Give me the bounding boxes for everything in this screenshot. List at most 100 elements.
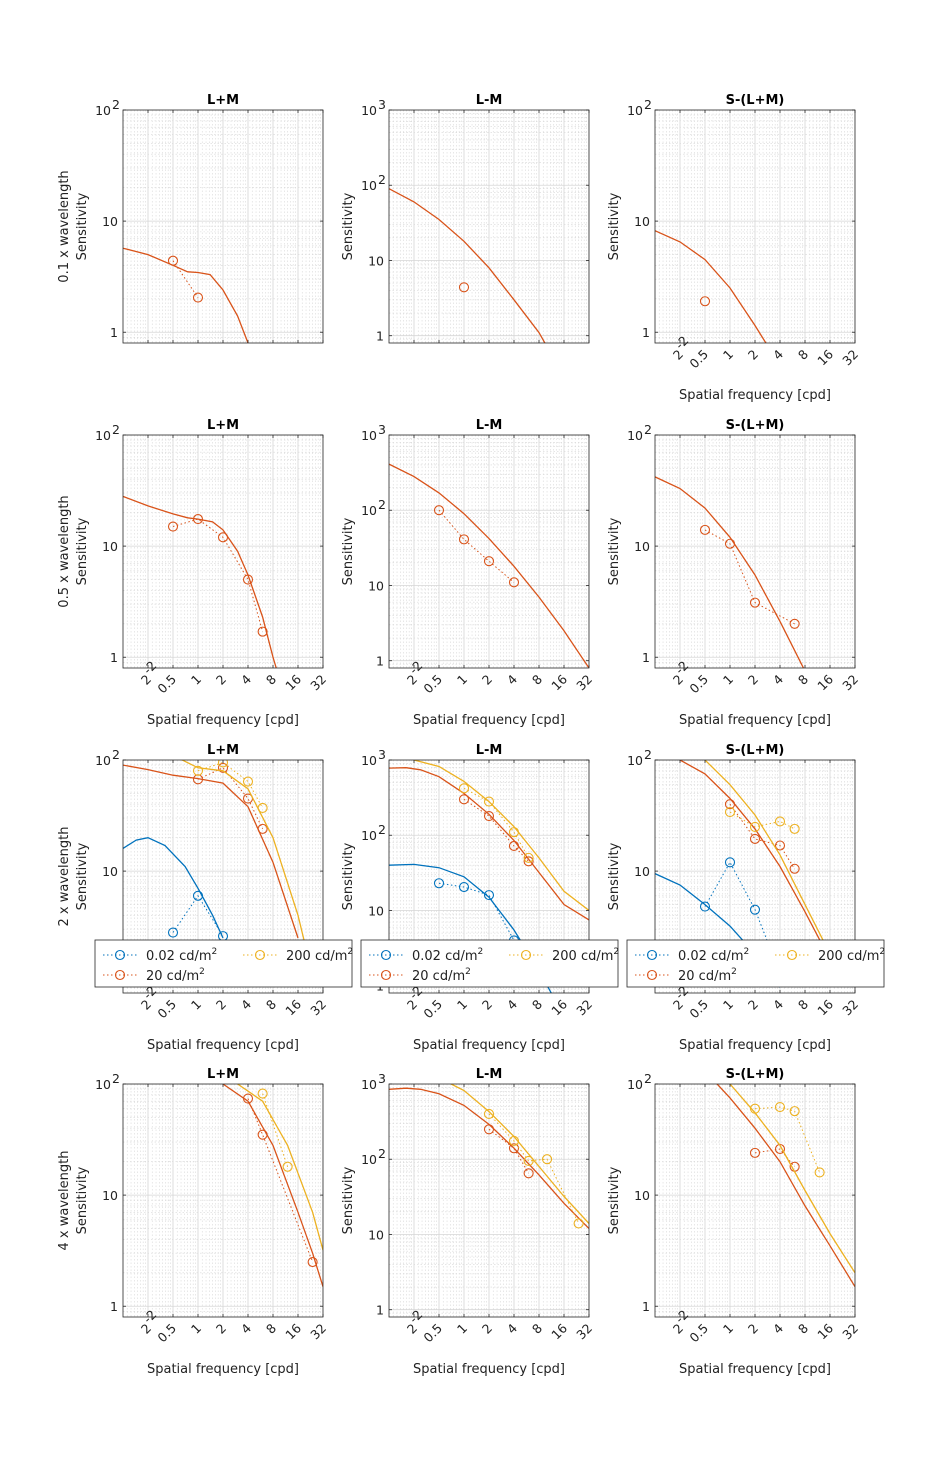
x-tick-label: 4 xyxy=(238,671,254,687)
legend-label-exp: 2 xyxy=(879,947,885,957)
data-point-c20 xyxy=(508,1143,520,1154)
x-tick-label-group: 32 xyxy=(307,672,329,694)
data-point-c200 xyxy=(749,1103,761,1114)
data-point-c200 xyxy=(508,827,520,838)
x-tick-label: 32 xyxy=(573,672,595,694)
data-point-c20 xyxy=(699,524,711,535)
x-tick-label-group: 4 xyxy=(504,996,520,1012)
data-point-c20 xyxy=(458,282,470,293)
y-tick-label: 10 xyxy=(102,1188,118,1203)
y-tick-label: 10 xyxy=(361,753,377,768)
y-axis-label-group: Sensitivity xyxy=(341,1166,356,1234)
panel-title: S-(L+M) xyxy=(726,418,785,433)
legend-marker xyxy=(786,949,798,961)
data-point-c002 xyxy=(167,927,179,938)
x-tick-label-group: 0.5 xyxy=(686,997,711,1022)
y-tick-label: 10 xyxy=(627,103,643,118)
x-tick-label: 1 xyxy=(454,672,470,688)
data-point-c002 xyxy=(483,890,495,901)
legend-entry: 0.02 cd/m2 xyxy=(369,947,483,964)
x-tick-label-group: 32 xyxy=(839,1321,861,1343)
x-tick-label: 8 xyxy=(263,1320,279,1336)
row-label: 2 x wavelength xyxy=(57,827,72,927)
legend-label-text: 200 cd/m xyxy=(286,949,347,964)
y-axis-label: Sensitivity xyxy=(341,192,356,260)
data-point-c20 xyxy=(789,863,800,874)
y-tick-label: 10 xyxy=(361,828,377,843)
y-axis-label: Sensitivity xyxy=(75,842,90,910)
x-tick-label: 1 xyxy=(454,1321,470,1337)
data-point-c002 xyxy=(433,878,445,889)
legend-entry: 200 cd/m2 xyxy=(775,947,885,964)
y-tick-label: 10 xyxy=(627,1077,643,1092)
data-point-c20 xyxy=(483,1124,495,1135)
data-point-c200 xyxy=(257,802,268,814)
y-tick-label: 1 xyxy=(110,325,118,340)
x-tick-label: 1 xyxy=(188,1321,204,1337)
y-axis-label: Sensitivity xyxy=(75,517,90,585)
legend-box xyxy=(360,939,619,988)
y-tick-label: 10 xyxy=(361,103,377,118)
y-tick-label: 10 xyxy=(368,253,384,268)
x-tick-label: 8 xyxy=(795,671,811,687)
x-tick-label: 8 xyxy=(263,996,279,1012)
data-point-c20 xyxy=(257,1129,268,1140)
x-tick-label-group: 8 xyxy=(263,1320,279,1336)
grid xyxy=(389,435,589,668)
x-tick-label: 2 xyxy=(479,1321,495,1337)
x-tick-label-group: 4 xyxy=(504,671,520,687)
x-tick-label-group: 8 xyxy=(795,1320,811,1336)
data-line-c20 xyxy=(172,518,264,632)
x-tick-label: 32 xyxy=(839,347,861,369)
legend-entry: 0.02 cd/m2 xyxy=(103,947,217,964)
panel-2-1: L-M110102103Sensitivity2-20.512481632Spa… xyxy=(341,743,619,1053)
y-tick-label: 10 xyxy=(361,503,377,518)
legend-marker xyxy=(520,949,532,961)
x-tick-label-group: 8 xyxy=(795,346,811,362)
x-axis-label: Spatial frequency [cpd] xyxy=(413,713,565,728)
data-point-c20 xyxy=(789,618,800,629)
y-axis-label-group: Sensitivity xyxy=(607,842,622,910)
x-tick-label-group: 1 xyxy=(188,672,204,688)
x-tick-label: 0.5 xyxy=(420,672,445,697)
x-tick-label: 4 xyxy=(770,671,786,687)
data-point-c20 xyxy=(749,833,761,844)
legend-entry: 20 cd/m2 xyxy=(103,967,205,984)
y-tick-exponent: 3 xyxy=(378,1071,386,1086)
data-line-c20 xyxy=(754,1148,795,1168)
y-tick-label: 10 xyxy=(361,1077,377,1092)
data-point-c20 xyxy=(257,823,268,834)
data-point-c20 xyxy=(699,296,711,307)
fit-curve-c20 xyxy=(389,767,589,921)
legend-label-text: 0.02 cd/m xyxy=(678,949,744,964)
x-tick-label: 8 xyxy=(795,996,811,1012)
panel-title: L+M xyxy=(207,418,239,433)
x-tick-label-group: 8 xyxy=(263,671,279,687)
data-point-c200 xyxy=(774,1102,786,1113)
series-group xyxy=(389,1084,589,1229)
data-point-c20 xyxy=(192,514,204,525)
grid xyxy=(655,1084,855,1317)
series-group xyxy=(222,1084,323,1287)
x-tick-label: 0.5 xyxy=(686,347,711,372)
x-tick-label-group: 16 xyxy=(548,996,570,1018)
fit-curve-c20 xyxy=(389,463,589,668)
data-point-c20 xyxy=(192,292,204,303)
x-tick-label: 32 xyxy=(839,1321,861,1343)
x-tick-label: 1 xyxy=(720,997,736,1013)
x-tick-label: 2 xyxy=(213,672,229,688)
x-tick-label: 1 xyxy=(720,347,736,363)
data-point-c20 xyxy=(508,840,520,852)
y-tick-label: 10 xyxy=(95,428,111,443)
legend-label-text: 200 cd/m xyxy=(552,949,613,964)
x-tick-label-group: 2 xyxy=(213,672,229,688)
x-tick-label-group: 8 xyxy=(795,671,811,687)
data-line-c200 xyxy=(488,1113,580,1224)
fit-curve-c20 xyxy=(655,230,767,343)
x-tick-label: 16 xyxy=(814,346,836,368)
data-point-c002 xyxy=(699,901,711,912)
y-tick-label: 1 xyxy=(642,325,650,340)
x-axis-label: Spatial frequency [cpd] xyxy=(679,1362,831,1377)
